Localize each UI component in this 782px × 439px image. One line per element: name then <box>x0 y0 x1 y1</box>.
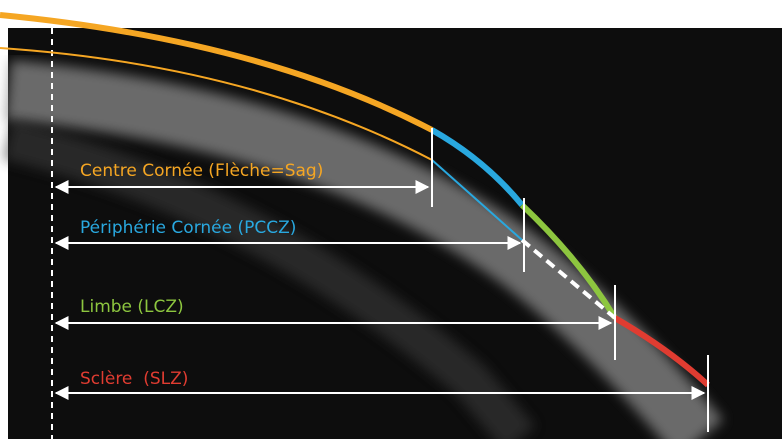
page: Centre Cornée (Flèche=Sag) Périphérie Co… <box>0 0 782 439</box>
oct-figure: Centre Cornée (Flèche=Sag) Périphérie Co… <box>0 0 782 439</box>
label-center: Centre Cornée (Flèche=Sag) <box>80 161 323 181</box>
label-periphery: Périphérie Cornée (PCCZ) <box>80 218 296 238</box>
label-sclera: Sclère (SLZ) <box>80 369 188 389</box>
label-limbus: Limbe (LCZ) <box>80 297 184 317</box>
